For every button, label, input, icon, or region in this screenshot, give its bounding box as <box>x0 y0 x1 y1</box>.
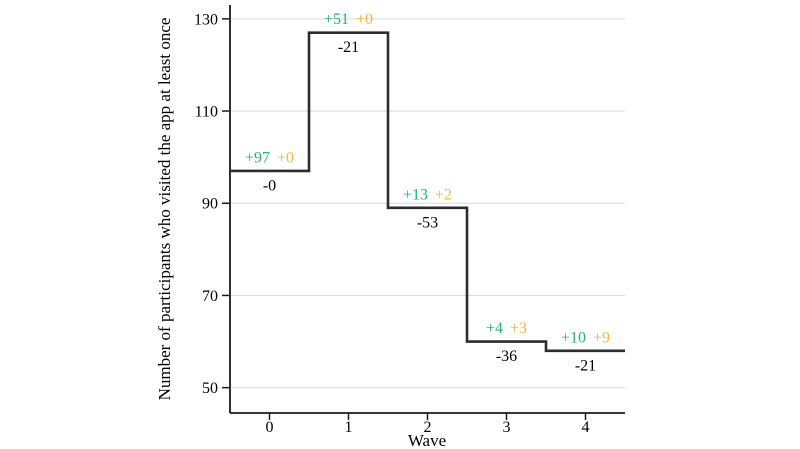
annotation-gained: +97 <box>245 149 270 166</box>
annotation-regained: +9 <box>593 329 610 346</box>
y-tick-label: 130 <box>194 11 218 28</box>
x-tick-label: 4 <box>582 419 590 436</box>
annotation-regained: +2 <box>435 186 452 203</box>
x-axis-title: Wave <box>408 431 446 449</box>
y-tick-label: 50 <box>202 380 218 397</box>
annotation-gained-regained: +51 +0 <box>324 11 373 28</box>
annotation-gained-regained: +13 +2 <box>403 186 452 203</box>
annotation-gained-regained: +4 +3 <box>486 320 527 337</box>
annotation-gained-regained: +10 +9 <box>561 329 610 346</box>
y-tick-label: 70 <box>202 288 218 305</box>
annotation-gained: +10 <box>561 329 586 346</box>
step-line <box>230 31 625 353</box>
y-axis-title: Number of participants who visited the a… <box>155 18 174 401</box>
annotation-lost: -53 <box>417 214 438 231</box>
axes-group: 50 70 90 110 130 0 1 2 3 4 <box>194 5 625 436</box>
annotation-lost: -21 <box>338 39 359 56</box>
x-tick-label: 2 <box>424 419 432 436</box>
annotation-gained: +4 <box>486 320 503 337</box>
annotation-lost: -0 <box>263 177 276 194</box>
annotation-regained: +3 <box>510 320 527 337</box>
series-group <box>230 31 625 353</box>
x-tick-label: 1 <box>345 419 353 436</box>
gridlines-group <box>230 18 625 389</box>
annotation-lost: -21 <box>575 357 596 374</box>
x-tick-label: 3 <box>503 419 511 436</box>
annotation-gained: +51 <box>324 11 349 28</box>
annotation-regained: +0 <box>356 11 373 28</box>
annotations-group: +97 +0-0+51 +0-21+13 +2-53+4 +3-36+10 +9-21 <box>245 11 610 374</box>
annotation-gained-regained: +97 +0 <box>245 149 294 166</box>
annotation-gained: +13 <box>403 186 428 203</box>
x-tick-label: 0 <box>266 419 274 436</box>
annotation-lost: -36 <box>496 348 517 365</box>
annotation-regained: +0 <box>277 149 294 166</box>
y-tick-label: 90 <box>202 196 218 213</box>
y-tick-label: 110 <box>195 104 218 121</box>
